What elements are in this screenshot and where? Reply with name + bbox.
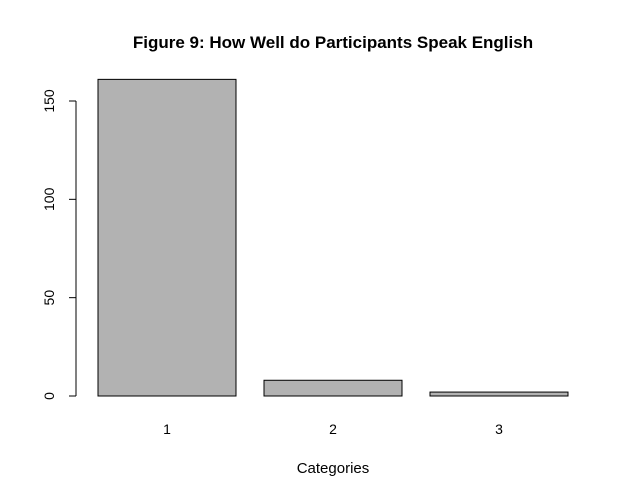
bar-2 [263,379,403,397]
bar-1 [97,78,237,397]
x-tick-labels: 1 2 3 [163,421,503,437]
y-axis: 0 50 100 150 [41,89,77,400]
x-axis-label: Categories [297,460,370,477]
y-tick-label-150: 150 [41,89,57,113]
bars [97,78,569,397]
y-tick-label-50: 50 [41,290,57,306]
x-tick-label-1: 1 [163,421,171,437]
y-tick-label-100: 100 [41,187,57,211]
y-tick-label-0: 0 [41,392,57,400]
x-tick-label-3: 3 [495,421,503,437]
chart-title: Figure 9: How Well do Participants Speak… [133,33,533,52]
bar-3 [429,391,569,397]
x-tick-label-2: 2 [329,421,337,437]
